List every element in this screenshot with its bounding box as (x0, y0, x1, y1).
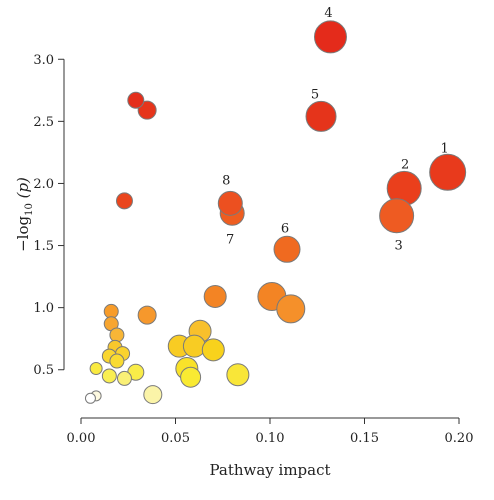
x-tick-label: 0.10 (256, 431, 285, 446)
x-tick-label: 0.20 (445, 431, 474, 446)
bubble-point (115, 192, 133, 210)
x-axis-title: Pathway impact (209, 461, 330, 479)
axes: 0.00 0.05 0.10 0.15 0.20 0.5 1.0 1.5 2.0 2.5 3.0 (33, 53, 473, 446)
bubble-point-8 (217, 190, 243, 216)
bubble-point (137, 305, 157, 325)
bubble-label-3: 3 (394, 239, 402, 254)
y-tick-label: 1.0 (33, 301, 54, 316)
y-axis-title: −log10 (p) (14, 177, 35, 252)
y-axis-title-subscript: 10 (24, 203, 35, 216)
bubble-point (182, 334, 206, 358)
y-axis-title-prefix: −log (14, 216, 32, 252)
bubble-point (116, 370, 132, 386)
bubble-label-8: 8 (222, 173, 230, 188)
point-label-layer: 1 2 3 4 5 6 7 8 (222, 6, 449, 254)
x-axis-ticks: 0.00 0.05 0.10 0.15 0.20 (67, 418, 474, 446)
y-tick-label: 3.0 (33, 53, 54, 68)
bubble-point-5 (305, 100, 337, 132)
bubble-point-4 (313, 20, 347, 54)
x-tick-label: 0.05 (161, 431, 190, 446)
y-tick-label: 0.5 (33, 363, 54, 378)
bubble-point (89, 362, 103, 375)
bubble-label-1: 1 (441, 141, 449, 156)
y-tick-label: 2.0 (33, 177, 54, 192)
y-tick-label: 2.5 (33, 115, 54, 130)
bubble-point (103, 303, 119, 319)
bubble-point (203, 284, 227, 308)
y-axis-ticks: 0.5 1.0 1.5 2.0 2.5 3.0 (33, 53, 64, 378)
bubble-point (109, 353, 125, 369)
bubble-point (201, 338, 225, 362)
y-tick-label: 1.5 (33, 239, 54, 254)
bubble-point (143, 385, 163, 405)
bubble-label-4: 4 (324, 6, 332, 21)
bubble-point-6 (273, 235, 301, 263)
bubble-label-6: 6 (281, 221, 289, 236)
bubble-point (84, 392, 96, 404)
bubble-point (109, 327, 125, 343)
bubble-layer (84, 20, 467, 405)
bubble-point-1 (429, 153, 467, 191)
bubble-label-2: 2 (401, 157, 409, 172)
bubble-point (276, 294, 306, 324)
x-tick-label: 0.15 (350, 431, 379, 446)
bubble-point (137, 100, 157, 120)
bubble-point-3 (379, 198, 415, 234)
bubble-point (180, 366, 202, 388)
y-axis-title-suffix: (p) (14, 177, 32, 203)
bubble-point (127, 91, 145, 109)
bubble-label-7: 7 (226, 232, 234, 247)
bubble-point (226, 363, 250, 387)
x-tick-label: 0.00 (67, 431, 96, 446)
bubble-point (101, 368, 117, 384)
bubble-label-5: 5 (311, 87, 319, 102)
